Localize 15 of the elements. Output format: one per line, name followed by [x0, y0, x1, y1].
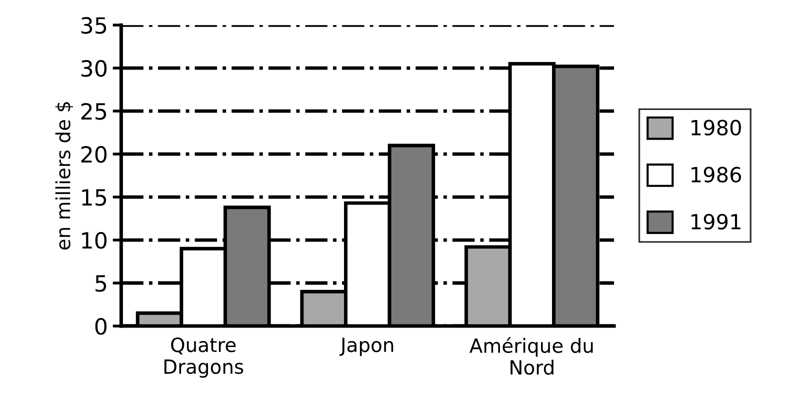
y-tick-label: 30	[81, 60, 107, 77]
x-tick-label: Japon	[340, 338, 394, 356]
y-tick-label: 20	[81, 146, 107, 163]
x-tick-label: Quatre Dragons	[164, 337, 244, 378]
y-tick-label: 25	[81, 103, 106, 120]
y-tick-label: 35	[81, 17, 106, 34]
y-tick-label: 0	[95, 318, 107, 335]
y-axis-title: en milliers de $	[55, 102, 73, 250]
legend-label: 1986	[692, 166, 741, 183]
legend-label: 1980	[692, 120, 741, 136]
legend-label: 1991	[692, 214, 740, 230]
y-tick-label: 5	[96, 275, 106, 292]
x-tick-label: Amérique du Nord	[470, 337, 593, 375]
y-tick-label: 15	[82, 189, 106, 206]
y-tick-label: 10	[82, 232, 107, 249]
